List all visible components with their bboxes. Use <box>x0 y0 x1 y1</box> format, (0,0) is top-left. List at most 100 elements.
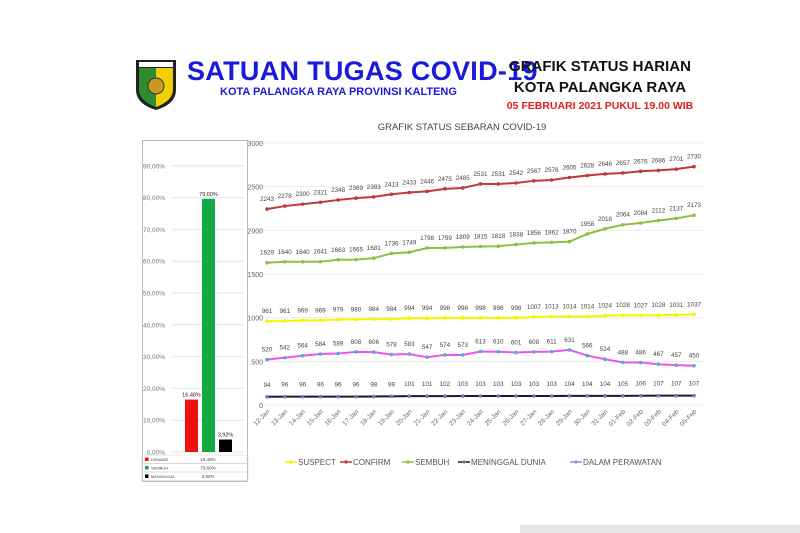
data-point-confirm <box>514 181 518 185</box>
data-point-confirm <box>425 189 429 194</box>
data-point-dalam-perawatan <box>407 352 412 356</box>
data-label-confirm: 2278 <box>278 193 293 200</box>
x-tick-label: 28-Jan <box>537 408 556 427</box>
data-label-suspect: 998 <box>475 305 486 312</box>
data-label-confirm: 2576 <box>545 167 560 174</box>
x-tick-label: 17-Jan <box>341 408 360 427</box>
y-tick-label: 0 <box>259 403 263 410</box>
data-point-sembuh <box>425 246 429 250</box>
data-label-meninggal-dunia: 96 <box>281 382 289 389</box>
data-label-sembuh: 1838 <box>509 231 524 238</box>
data-point-confirm <box>443 187 447 191</box>
data-point-meninggal-dunia <box>603 394 607 398</box>
data-label-confirm: 2300 <box>296 191 311 198</box>
data-point-sembuh <box>354 257 358 262</box>
data-label-suspect: 969 <box>315 307 326 314</box>
data-point-sembuh <box>443 246 447 250</box>
data-label-dalam-perawatan: 450 <box>689 353 700 360</box>
data-point-confirm <box>336 198 340 202</box>
data-point-meninggal-dunia <box>478 394 483 398</box>
x-tick-label: 05-Feb <box>679 408 699 428</box>
y-tick-label: 80,00% <box>143 195 165 202</box>
right-title-1: GRAFIK STATUS HARIAN <box>509 58 691 75</box>
data-point-meninggal-dunia <box>496 394 501 398</box>
data-point-dalam-perawatan <box>532 350 536 354</box>
bar-meninggal <box>219 439 232 452</box>
data-point-confirm <box>265 207 269 211</box>
table-label: MENINGGAL <box>151 474 176 479</box>
data-point-confirm <box>532 179 536 183</box>
data-point-meninggal-dunia <box>585 394 590 398</box>
x-tick-label: 30-Jan <box>573 408 592 427</box>
data-label-meninggal-dunia: 96 <box>335 382 343 389</box>
y-tick-label: 10,00% <box>143 418 165 425</box>
data-label-confirm: 2567 <box>527 168 542 175</box>
data-point-dalam-perawatan <box>336 351 340 356</box>
data-point-suspect <box>656 313 661 318</box>
data-point-confirm <box>407 190 412 195</box>
y-tick-label: 2500 <box>247 185 263 192</box>
x-tick-label: 23-Jan <box>448 408 467 427</box>
data-label-meninggal-dunia: 104 <box>564 381 575 388</box>
data-point-dalam-perawatan <box>443 353 447 357</box>
legend-label-sembuh: SEMBUH <box>415 458 449 467</box>
footer-bar <box>520 525 800 533</box>
data-point-suspect <box>692 312 696 317</box>
table-label: SEMBUH <box>151 466 168 471</box>
data-point-sembuh <box>692 213 696 218</box>
data-point-suspect <box>425 316 429 320</box>
data-point-sembuh <box>621 222 625 227</box>
data-label-dalam-perawatan: 608 <box>529 339 540 346</box>
y-tick-label: 3000 <box>247 141 263 148</box>
data-point-meninggal-dunia <box>336 394 340 399</box>
data-point-dalam-perawatan <box>674 363 679 367</box>
data-point-confirm <box>460 186 465 190</box>
data-label-suspect: 980 <box>351 306 362 313</box>
data-point-dalam-perawatan <box>496 349 501 354</box>
data-point-dalam-perawatan <box>656 362 661 367</box>
data-label-confirm: 2605 <box>562 164 577 171</box>
data-label-meninggal-dunia: 103 <box>546 381 557 388</box>
bar-value-label: 3,92% <box>218 433 234 439</box>
data-label-meninggal-dunia: 107 <box>671 381 682 388</box>
x-tick-label: 12-Jan <box>252 408 271 427</box>
data-point-meninggal-dunia <box>282 394 287 399</box>
data-label-meninggal-dunia: 107 <box>653 381 664 388</box>
data-point-suspect <box>354 317 358 322</box>
data-label-dalam-perawatan: 486 <box>635 350 646 357</box>
y-tick-label: 500 <box>251 359 263 366</box>
data-label-dalam-perawatan: 601 <box>511 340 522 347</box>
data-label-confirm: 2383 <box>367 184 382 191</box>
data-point-dalam-perawatan <box>621 360 625 365</box>
data-label-meninggal-dunia: 101 <box>404 381 415 388</box>
data-point-dalam-perawatan <box>389 352 394 357</box>
legend-marker-sembuh <box>406 460 410 464</box>
data-label-meninggal-dunia: 105 <box>618 381 629 388</box>
data-point-dalam-perawatan <box>318 352 323 356</box>
legend-swatch <box>145 457 149 461</box>
data-label-confirm: 2730 <box>687 154 702 161</box>
y-tick-label: 40,00% <box>143 322 165 329</box>
data-point-dalam-perawatan <box>603 357 607 362</box>
data-point-confirm <box>692 164 696 169</box>
data-label-sembuh: 1798 <box>420 235 435 242</box>
data-point-meninggal-dunia <box>638 393 643 398</box>
percentage-chart-frame <box>142 140 248 482</box>
table-value: 3,92% <box>202 474 215 479</box>
data-point-meninggal-dunia <box>567 394 572 398</box>
table-value: 16,48% <box>200 457 215 462</box>
data-point-confirm <box>478 182 483 186</box>
data-point-dalam-perawatan <box>692 363 696 368</box>
data-point-meninggal-dunia <box>621 394 625 398</box>
data-label-sembuh: 1736 <box>385 240 400 247</box>
data-label-confirm: 2446 <box>420 178 435 185</box>
data-point-confirm <box>282 204 287 208</box>
x-tick-label: 18-Jan <box>359 408 378 427</box>
data-point-dalam-perawatan <box>478 349 483 354</box>
data-point-dalam-perawatan <box>567 348 572 352</box>
data-label-suspect: 1037 <box>687 301 702 308</box>
data-label-sembuh: 1665 <box>349 247 364 254</box>
data-label-suspect: 998 <box>457 305 468 312</box>
data-label-dalam-perawatan: 583 <box>404 341 415 348</box>
data-point-suspect <box>318 318 323 323</box>
